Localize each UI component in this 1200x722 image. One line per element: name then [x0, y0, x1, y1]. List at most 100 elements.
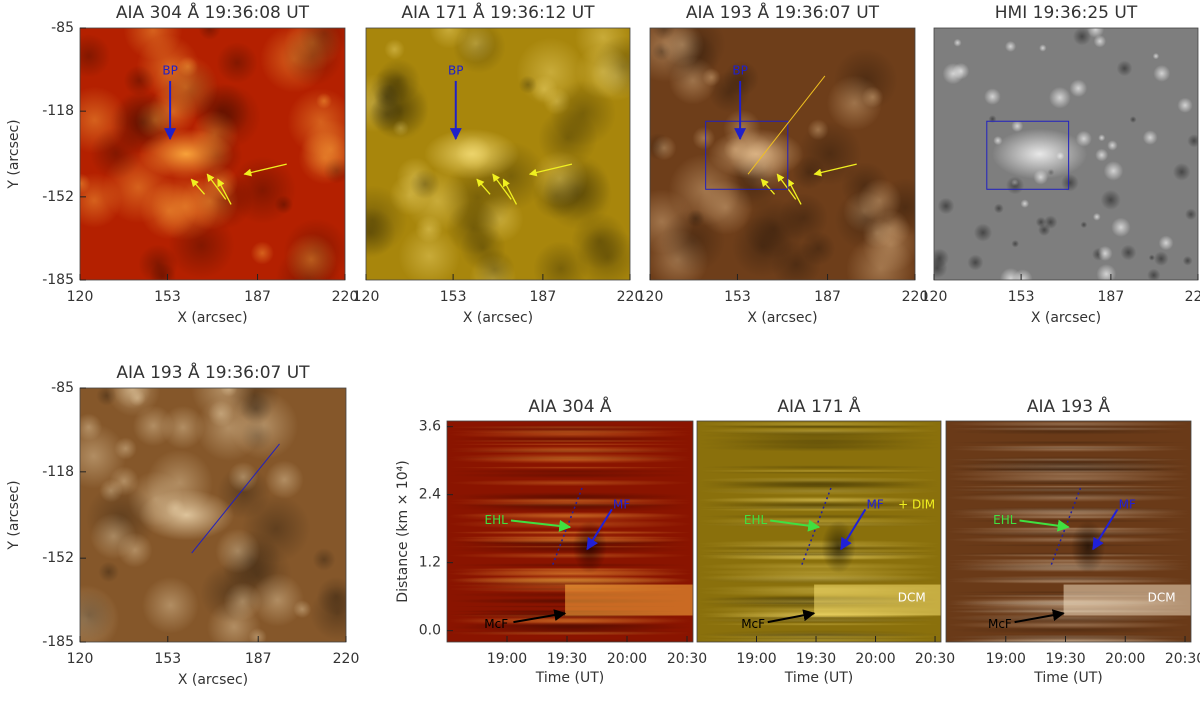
annotation: MF [866, 497, 883, 511]
x-axis-label: Time (UT) [784, 670, 853, 686]
texture [447, 628, 693, 636]
texture [792, 155, 826, 190]
texture [1153, 251, 1169, 267]
texture [447, 632, 693, 636]
texture [220, 388, 238, 397]
texture [293, 600, 312, 619]
x-tick-label: 220 [1185, 289, 1200, 305]
texture [447, 424, 693, 434]
x-axis-label: X (arcsec) [463, 310, 533, 326]
texture [697, 637, 941, 641]
texture [988, 115, 997, 124]
texture [447, 452, 693, 463]
annotation: BP [162, 63, 177, 77]
texture [946, 482, 1191, 485]
arrow [492, 173, 512, 200]
texture [312, 547, 336, 572]
texture [447, 492, 693, 500]
box [986, 120, 1070, 190]
texture [946, 488, 1191, 493]
texture [1100, 189, 1121, 210]
box [705, 120, 789, 190]
texture [248, 627, 267, 642]
x-tick-label: 220 [617, 289, 644, 305]
texture [1061, 173, 1079, 192]
slit [191, 443, 280, 554]
texture [946, 508, 1191, 519]
texture [129, 389, 146, 407]
arrow [502, 178, 518, 205]
panel-title: AIA 304 Å [528, 395, 612, 417]
arrow [510, 519, 572, 532]
annotation: EHL [485, 513, 509, 527]
texture [946, 579, 1191, 584]
panel-title: AIA 304 Å 19:36:08 UT [116, 1, 310, 23]
x-tick-label: 20:30 [1165, 651, 1200, 667]
texture [1148, 254, 1155, 261]
texture [857, 178, 902, 223]
texture [946, 445, 1191, 449]
annotation: BP [732, 63, 747, 77]
texture [215, 528, 261, 574]
texture [946, 485, 1191, 488]
x-tick-label: 153 [1008, 289, 1035, 305]
texture [447, 545, 693, 548]
texture [697, 469, 941, 473]
texture [265, 460, 304, 499]
bright-point [992, 128, 1088, 180]
texture [946, 475, 1191, 483]
texture [946, 446, 1191, 452]
arrow [476, 178, 491, 195]
texture [140, 182, 198, 240]
arrow [217, 178, 232, 205]
texture [518, 75, 538, 94]
y-tick-label: -152 [42, 189, 74, 205]
x-tick-label: 153 [154, 651, 181, 667]
texture [953, 38, 962, 47]
texture [1185, 208, 1197, 221]
texture [697, 507, 941, 512]
texture [952, 62, 970, 80]
x-tick-label: 153 [440, 289, 467, 305]
texture [575, 44, 630, 99]
texture [934, 257, 948, 279]
x-tick-label: 20:30 [915, 651, 955, 667]
texture [123, 65, 155, 97]
texture [98, 561, 120, 583]
y-tick-label: -118 [42, 103, 74, 119]
texture [447, 512, 693, 519]
panel-title: AIA 193 Å 19:36:07 UT [116, 361, 310, 383]
x-tick-label: 187 [244, 289, 271, 305]
image [80, 28, 345, 280]
x-tick-label: 187 [245, 651, 272, 667]
texture [216, 41, 258, 84]
panel: AIA 171 Å 19:36:12 UT 120 153 187 220 X (arcs… [353, 1, 644, 326]
texture [1142, 130, 1158, 145]
texture [447, 434, 693, 444]
annotation: MF [1119, 497, 1136, 511]
texture [239, 392, 273, 425]
panel-title: AIA 171 Å [777, 395, 861, 417]
frame [446, 420, 694, 643]
frame [79, 387, 347, 643]
texture [946, 440, 1191, 445]
texture [946, 626, 1191, 635]
texture [398, 225, 460, 280]
arrow [1092, 508, 1119, 551]
texture [250, 241, 274, 265]
y-axis-label: Distance (km × 10⁴) [395, 460, 411, 602]
arrow [787, 178, 802, 205]
texture [571, 212, 628, 270]
x-tick-label: 220 [333, 651, 360, 667]
texture [447, 498, 693, 503]
texture [207, 400, 235, 427]
x-tick-label: 20:00 [607, 651, 647, 667]
x-tick-label: 19:30 [796, 651, 836, 667]
texture [1147, 268, 1161, 280]
texture [697, 465, 941, 470]
texture [250, 573, 305, 627]
x-tick-label: 20:00 [1105, 651, 1145, 667]
texture [967, 254, 984, 271]
texture [697, 640, 941, 642]
image [946, 421, 1191, 642]
